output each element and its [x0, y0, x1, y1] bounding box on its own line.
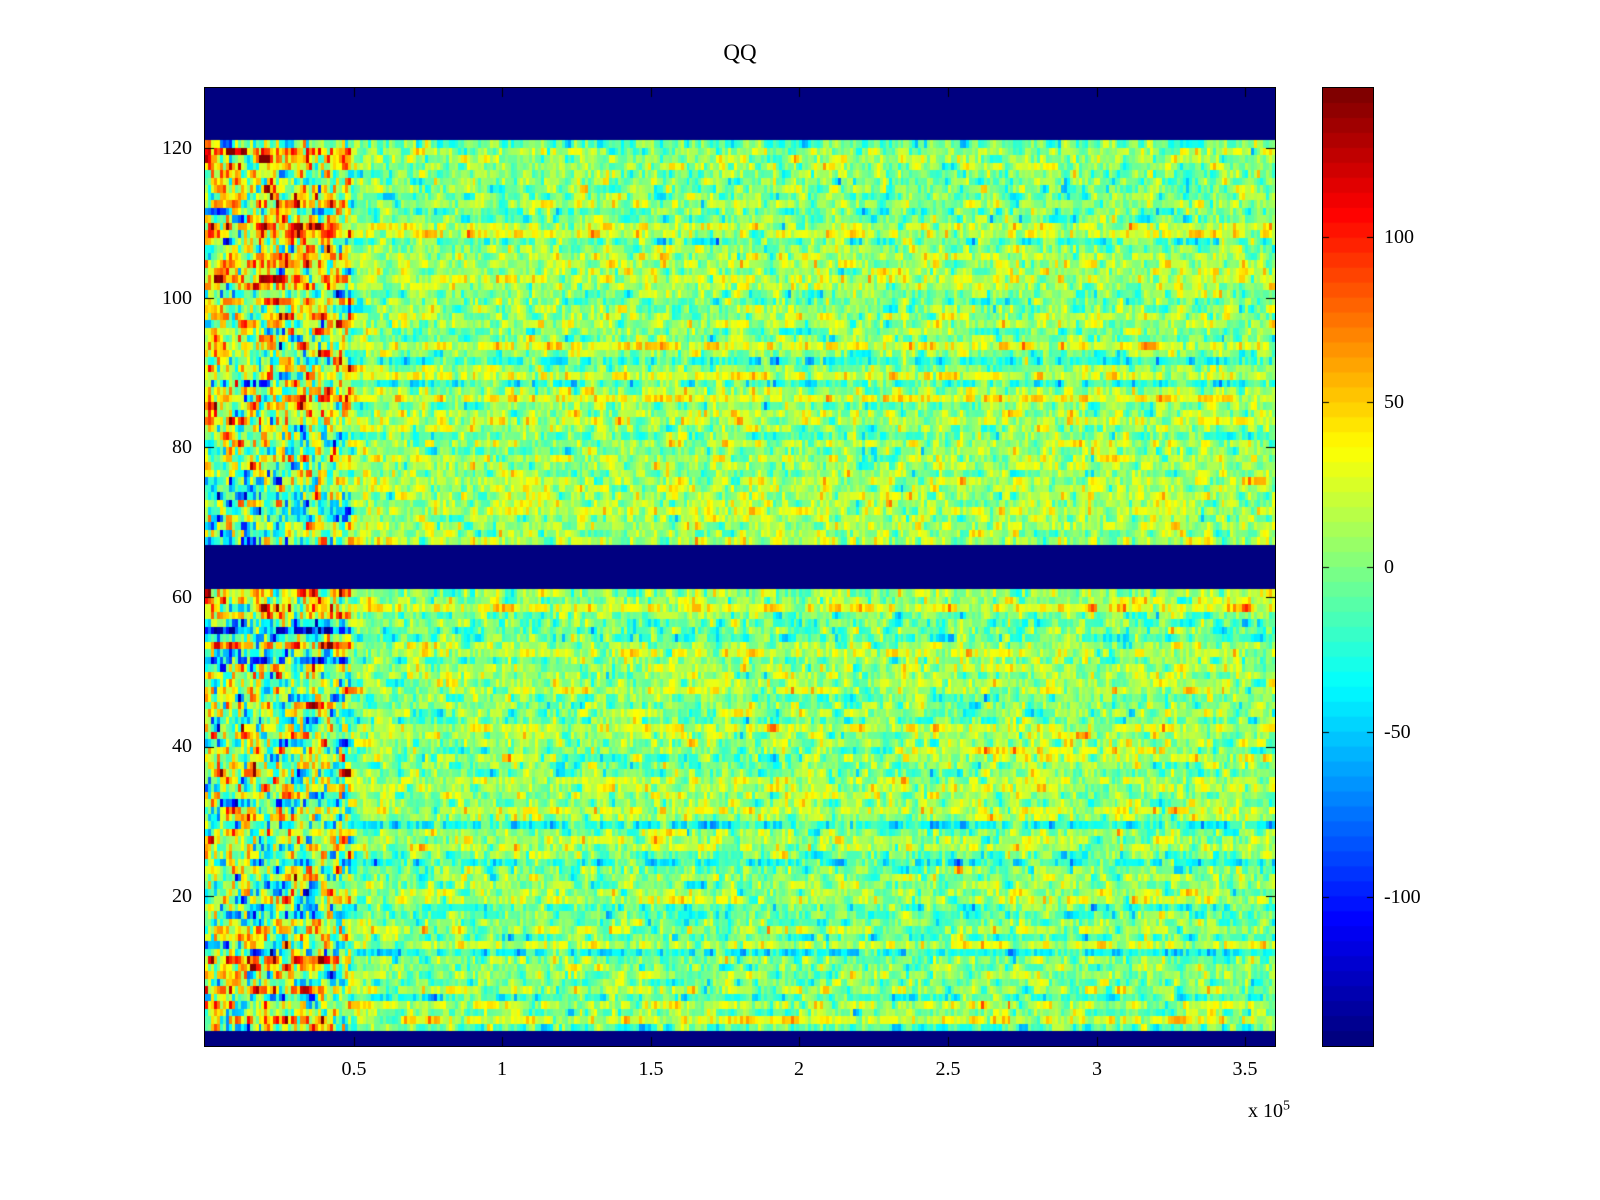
- y-tick-label: 80: [172, 436, 192, 458]
- heatmap-canvas: [205, 88, 1275, 1046]
- x-scale-base: x 10: [1248, 1100, 1283, 1122]
- colorbar-tick-label: 50: [1384, 391, 1404, 413]
- x-tick-label: 2: [794, 1058, 804, 1080]
- colorbar-tick-label: 100: [1384, 226, 1414, 248]
- x-tick-label: 2.5: [935, 1058, 961, 1080]
- y-tick-label: 40: [172, 735, 192, 757]
- chart-title: QQ: [723, 40, 757, 65]
- y-tick-label: 60: [172, 586, 192, 608]
- y-tick-label: 120: [162, 137, 192, 159]
- x-tick-label: 1: [497, 1058, 507, 1080]
- x-scale-exponent: 5: [1283, 1098, 1290, 1114]
- y-tick-label: 100: [162, 287, 192, 309]
- x-tick-label: 3.5: [1232, 1058, 1258, 1080]
- colorbar-canvas: [1323, 88, 1373, 1046]
- x-tick-label: 0.5: [341, 1058, 367, 1080]
- colorbar-tick-label: -50: [1384, 721, 1411, 743]
- colorbar: [1322, 87, 1374, 1047]
- colorbar-tick-label: 0: [1384, 556, 1394, 578]
- x-tick-label: 1.5: [638, 1058, 664, 1080]
- plot-area: [204, 87, 1276, 1047]
- y-tick-label: 20: [172, 885, 192, 907]
- x-axis-scale-label: x 105: [1140, 1098, 1290, 1123]
- x-tick-label: 3: [1092, 1058, 1102, 1080]
- colorbar-tick-label: -100: [1384, 886, 1421, 908]
